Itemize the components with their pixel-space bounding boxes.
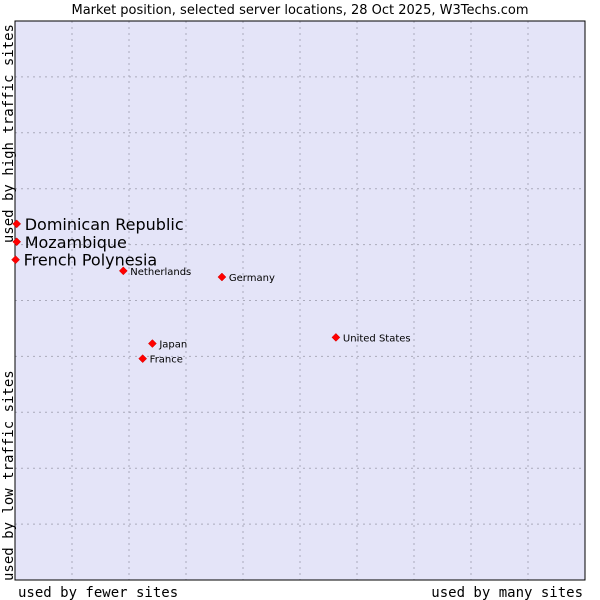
- point-marker: [138, 354, 148, 363]
- grid-lines: [15, 21, 585, 580]
- point-label: United States: [343, 333, 411, 344]
- point-netherlands: Netherlands: [118, 266, 191, 278]
- x-axis-label-left: used by fewer sites: [18, 585, 178, 600]
- y-axis-label-bottom: used by low traffic sites: [1, 370, 17, 581]
- point-marker: [118, 266, 128, 276]
- point-label: French Polynesia: [24, 251, 158, 270]
- point-label: Mozambique: [25, 233, 127, 252]
- point-marker: [11, 255, 20, 265]
- point-japan: Japan: [148, 339, 187, 351]
- point-marker: [148, 339, 157, 348]
- point-marker: [217, 272, 227, 282]
- point-french-polynesia: French Polynesia: [11, 251, 158, 270]
- point-france: France: [138, 354, 183, 366]
- point-label: Netherlands: [130, 267, 191, 278]
- point-dominican-republic: Dominican Republic: [12, 215, 184, 234]
- chart-title: Market position, selected server locatio…: [71, 3, 528, 18]
- point-label: Germany: [229, 273, 275, 284]
- x-axis-label-right: used by many sites: [431, 585, 583, 600]
- point-label: Japan: [158, 340, 187, 351]
- point-marker: [12, 237, 22, 247]
- point-united-states: United States: [331, 333, 411, 344]
- point-label: France: [150, 355, 183, 366]
- point-marker: [12, 219, 22, 229]
- point-germany: Germany: [217, 272, 275, 284]
- point-mozambique: Mozambique: [12, 233, 127, 252]
- y-axis-label-top: used by high traffic sites: [1, 24, 17, 243]
- point-marker: [331, 333, 341, 342]
- plot-border: [14, 20, 586, 581]
- point-label: Dominican Republic: [25, 215, 184, 234]
